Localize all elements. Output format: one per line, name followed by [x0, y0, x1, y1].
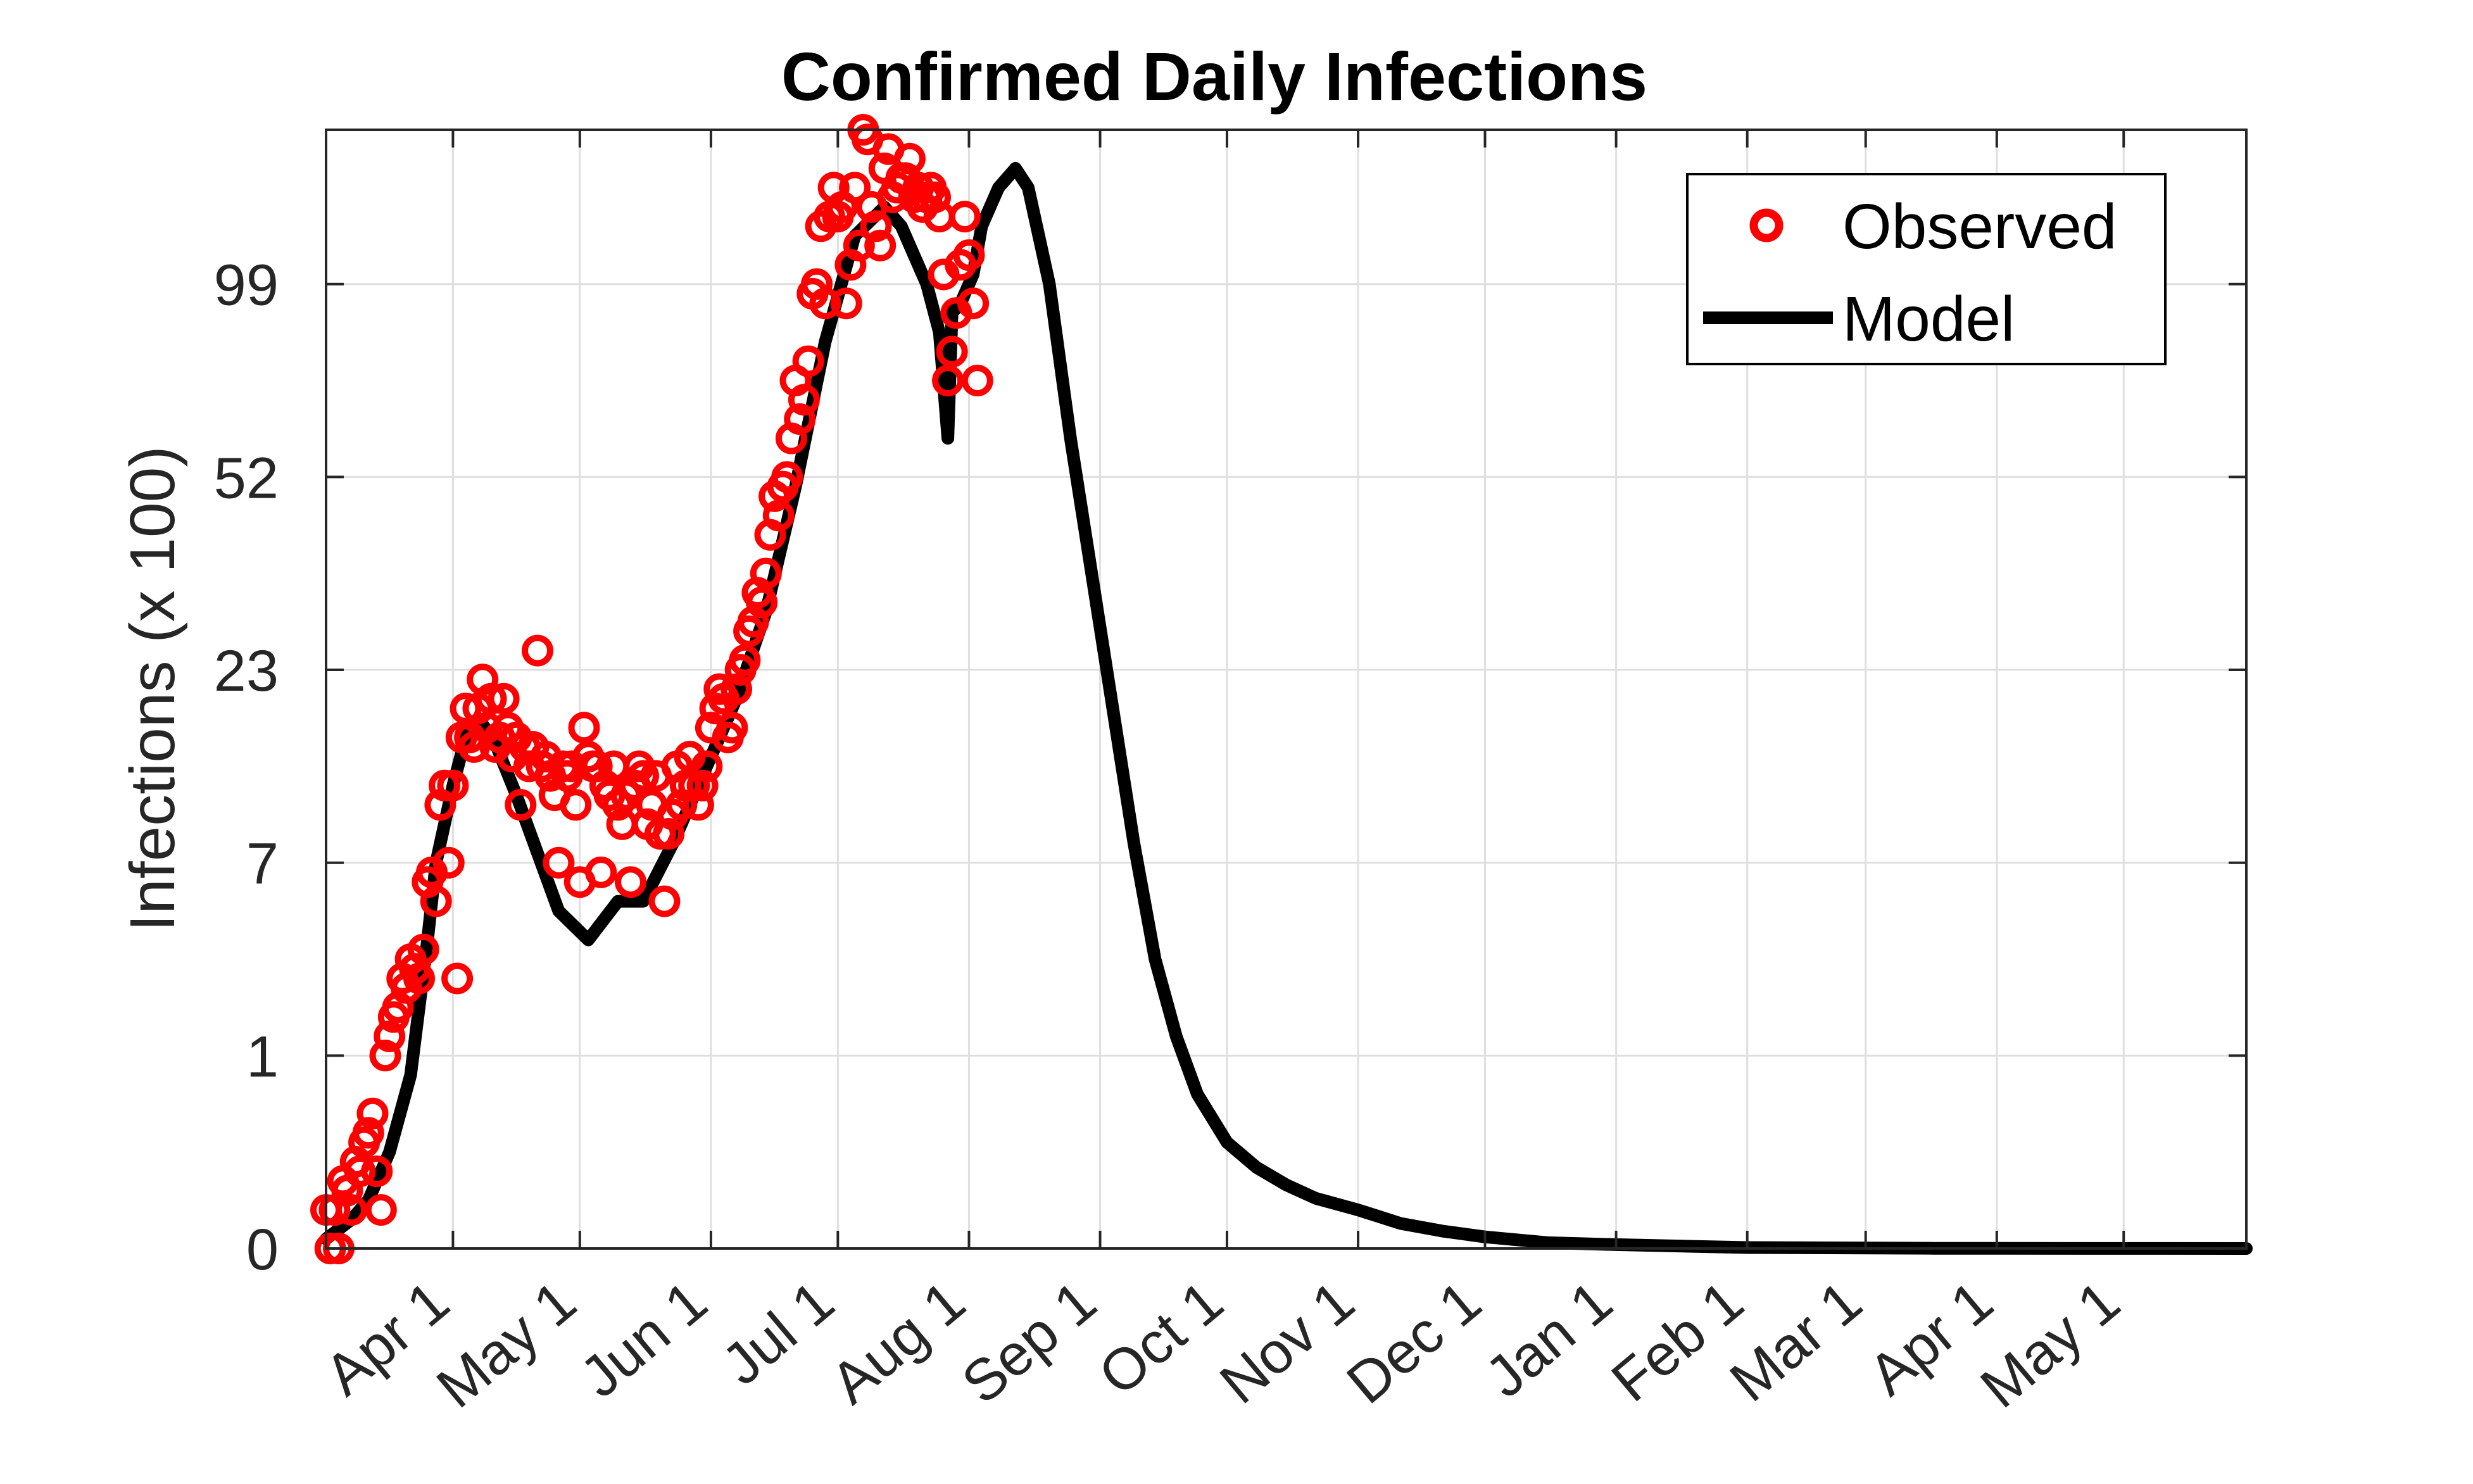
observed-point [432, 846, 465, 879]
observed-point [361, 1155, 393, 1188]
y-tick-label: 23 [214, 639, 279, 703]
observed-layer [310, 114, 993, 1264]
x-tick-label: Feb 1 [1600, 1269, 1756, 1414]
y-axis-ticks: 0 1 7 23 52 99 [214, 253, 2246, 1282]
observed-point [441, 962, 474, 995]
observed-point [560, 789, 592, 821]
plot-area-frame [325, 129, 2248, 1250]
y-tick-label: 7 [246, 832, 279, 896]
observed-point [953, 239, 985, 271]
observed-point [356, 1097, 389, 1129]
observed-point [407, 933, 439, 965]
legend: Observed Model [1686, 173, 2167, 365]
observed-point [919, 181, 951, 213]
x-tick-label: Jan 1 [1473, 1269, 1624, 1410]
observed-point [403, 962, 435, 995]
observed-point [475, 682, 507, 715]
observed-point [864, 229, 897, 261]
observed-point [893, 142, 926, 175]
observed-point [488, 682, 520, 715]
x-tick-label: Sep 1 [950, 1269, 1109, 1416]
observed-point [369, 1040, 401, 1072]
y-tick-label: 52 [214, 446, 279, 510]
observed-point [374, 1020, 406, 1052]
observed-point [437, 769, 469, 802]
x-tick-label: Nov 1 [1208, 1269, 1366, 1416]
model-line [320, 161, 2253, 1255]
observed-point [420, 885, 452, 917]
observed-point [792, 345, 824, 377]
observed-point [746, 586, 778, 619]
x-tick-label: Oct 1 [1087, 1269, 1235, 1407]
observed-point [961, 365, 993, 397]
legend-observed-marker [1749, 208, 1784, 242]
observed-point [450, 693, 482, 724]
observed-point [682, 789, 714, 821]
legend-model-label: Model [1842, 284, 2015, 355]
observed-point [932, 365, 964, 397]
chart-title: Confirmed Daily Infections [781, 38, 1647, 115]
x-tick-label: May 1 [1969, 1269, 2132, 1420]
x-tick-label: Jun 1 [569, 1269, 719, 1410]
observed-point [365, 1194, 397, 1226]
model-layer [320, 161, 2253, 1255]
observed-point [721, 673, 752, 705]
y-axis-label: Infections (x 100) [117, 446, 188, 931]
observed-point [784, 403, 816, 435]
x-tick-label: Aug 1 [819, 1269, 978, 1416]
x-tick-label: Jul 1 [710, 1269, 846, 1397]
x-tick-label: Dec 1 [1335, 1269, 1494, 1416]
observed-point [788, 384, 820, 416]
observed-point [627, 760, 659, 792]
observed-point [771, 461, 803, 493]
observed-point [729, 644, 761, 676]
observed-point [762, 500, 795, 532]
observed-point [522, 634, 553, 667]
y-tick-label: 0 [246, 1217, 279, 1282]
observed-point [568, 712, 600, 744]
observed-point [352, 1117, 384, 1149]
observed-point [830, 287, 862, 320]
observed-point [809, 287, 841, 320]
observed-point [543, 846, 575, 879]
grid-layer [326, 130, 2246, 1248]
observed-point [839, 172, 871, 204]
x-tick-label: Mar 1 [1718, 1269, 1874, 1414]
observed-point [336, 1194, 368, 1226]
observed-point [860, 210, 892, 242]
observed-point [686, 769, 719, 802]
observed-point [936, 336, 968, 368]
observed-point [957, 287, 990, 320]
observed-point [648, 885, 681, 917]
observed-point [948, 201, 981, 233]
observed-point [344, 1155, 376, 1188]
x-tick-label: May 1 [425, 1269, 588, 1420]
observed-point [653, 818, 685, 850]
observed-point [843, 229, 875, 261]
observed-point [585, 856, 617, 888]
observed-point [615, 866, 646, 898]
y-tick-label: 99 [214, 253, 279, 318]
observed-point [505, 789, 537, 821]
legend-observed-label: Observed [1842, 191, 2117, 262]
observed-point [750, 557, 782, 589]
observed-point [691, 750, 723, 783]
legend-box [1686, 173, 2167, 365]
observed-point [716, 712, 748, 744]
y-tick-label: 1 [246, 1024, 279, 1089]
